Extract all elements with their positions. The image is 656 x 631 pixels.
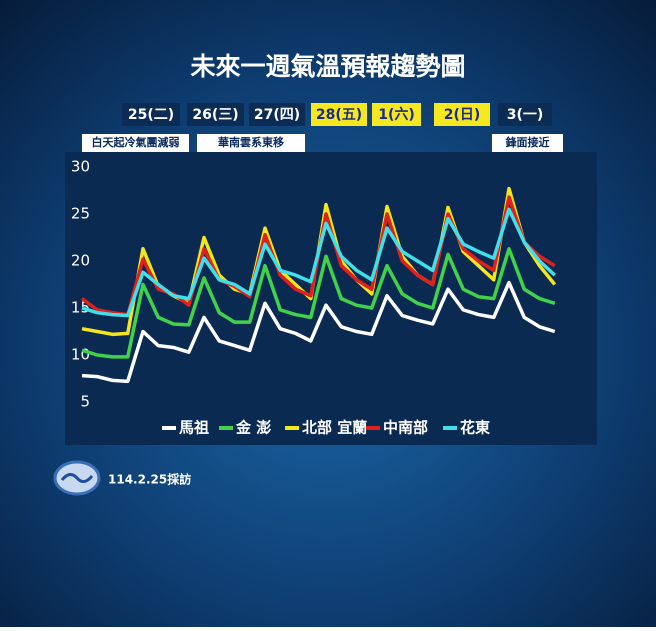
day-label: 3(一) (507, 107, 544, 123)
day-label: 1(六) (378, 106, 415, 123)
day-box (249, 103, 305, 126)
day-label: 25(二) (128, 107, 174, 123)
day-box (311, 103, 367, 126)
series-line (81, 207, 556, 318)
footer: 114.2.25採訪 (108, 472, 191, 487)
y-tick-label: 20 (71, 252, 90, 270)
day-label: 26(三) (192, 107, 238, 123)
legend-label: 金 澎 (235, 419, 271, 437)
day-box (122, 103, 180, 126)
legend-label: 馬祖 (179, 419, 209, 437)
note: 鋒面接近 (505, 135, 550, 149)
day-box (187, 103, 244, 126)
series-line (81, 280, 556, 384)
day-label: 28(五) (316, 107, 362, 123)
day-label: 27(四) (254, 107, 300, 123)
legend-label: 北部 宜蘭 (302, 419, 367, 437)
note: 華南雲系東移 (218, 135, 284, 149)
note-box (197, 134, 305, 152)
legend-label: 中南部 (383, 419, 428, 437)
day-label: 2(日) (444, 107, 481, 123)
logo-mark (60, 473, 94, 483)
y-tick-label: 10 (71, 346, 90, 364)
legend-label: 花東 (460, 419, 490, 437)
day-box (372, 103, 421, 126)
title: 未來一週氣溫預報趨勢圖 (190, 52, 465, 81)
note-box (492, 134, 563, 152)
day-box (498, 103, 552, 126)
y-tick-label: 5 (80, 393, 90, 411)
y-tick-label: 30 (71, 158, 90, 176)
day-box (434, 103, 490, 126)
series-line (81, 247, 556, 359)
y-tick-label: 25 (71, 205, 90, 223)
note-box (82, 134, 189, 152)
note: 白天起冷氣團減弱 (92, 135, 180, 149)
